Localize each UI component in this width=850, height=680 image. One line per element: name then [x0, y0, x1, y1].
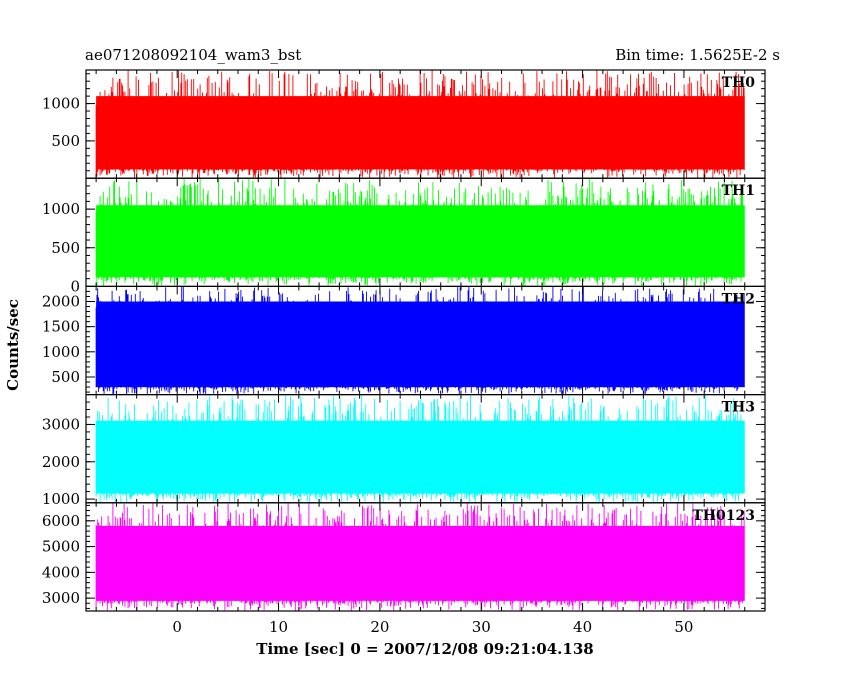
series-line-th0	[95, 70, 745, 179]
series-line-th3	[95, 394, 745, 503]
y-tick-label: 1500	[42, 318, 80, 336]
panel-label-th3: TH3	[722, 400, 755, 416]
x-tick-label: 40	[573, 618, 592, 636]
panels-group: 500 1000 TH0 0 500 1000 TH1 500 1000 1500 2000 TH2 1…	[42, 69, 766, 612]
y-tick-label: 500	[51, 239, 80, 257]
x-tick-label: 20	[370, 618, 389, 636]
panel-label-th2: TH2	[722, 291, 755, 307]
y-tick-label: 1000	[42, 343, 80, 361]
y-tick-label: 1000	[42, 490, 80, 508]
y-tick-label: 500	[51, 132, 80, 150]
y-tick-label: 3000	[42, 589, 80, 607]
y-tick-label: 6000	[42, 512, 80, 530]
bin-time-label: Bin time: 1.5625E-2 s	[615, 46, 780, 64]
y-tick-label: 2000	[42, 453, 80, 471]
x-tick-label: 10	[269, 618, 288, 636]
y-tick-label: 1000	[42, 95, 80, 113]
y-axis-title: Counts/sec	[4, 299, 22, 391]
y-tick-label: 500	[51, 368, 80, 386]
y-tick-label: 5000	[42, 538, 80, 556]
series-line-th2	[95, 286, 745, 395]
panel-th0: 500 1000 TH0	[42, 69, 766, 179]
y-tick-label: 0	[70, 277, 80, 295]
panel-th3: 1000 2000 3000 TH3	[42, 394, 766, 508]
y-tick-label: 1000	[42, 200, 80, 218]
panel-th1: 0 500 1000 TH1	[42, 177, 766, 295]
panel-label-th0123: TH0123	[692, 508, 755, 524]
x-axis: 0 10 20 30 40 50	[172, 618, 693, 636]
x-tick-label: 30	[472, 618, 491, 636]
panel-label-th0: TH0	[722, 75, 756, 91]
series-line-th1	[95, 178, 745, 287]
chart-title: ae071208092104_wam3_bst	[85, 46, 301, 64]
series-line-th0123	[95, 502, 745, 611]
panel-label-th1: TH1	[722, 183, 755, 199]
x-tick-label: 0	[172, 618, 182, 636]
y-tick-label: 3000	[42, 415, 80, 433]
x-axis-title: Time [sec] 0 = 2007/12/08 09:21:04.138	[256, 640, 593, 658]
panel-th0123: 3000 4000 5000 6000 TH0123	[42, 502, 766, 612]
y-tick-label: 4000	[42, 563, 80, 581]
y-tick-label: 2000	[42, 292, 80, 310]
x-tick-label: 50	[674, 618, 693, 636]
panel-th2: 500 1000 1500 2000 TH2	[42, 285, 766, 396]
